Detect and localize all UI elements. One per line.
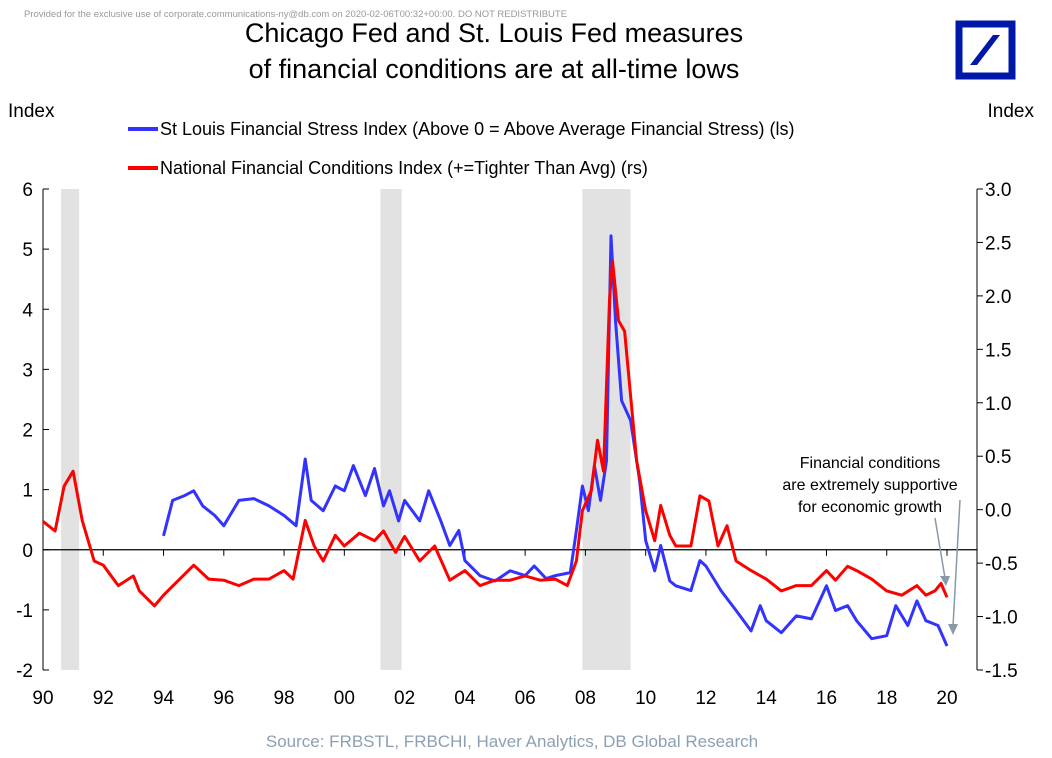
left-tick-label: 3 [22,360,33,381]
source-note: Source: FRBSTL, FRBCHI, Haver Analytics,… [266,732,758,751]
right-tick-label: 2.0 [985,287,1011,308]
x-tick-label: 96 [213,688,234,709]
x-tick-label: 14 [756,688,778,709]
right-tick-label: 1.0 [985,394,1011,415]
left-tick-label: 0 [22,541,33,562]
x-tick-label: 08 [575,688,596,709]
x-tick-label: 92 [93,688,114,709]
annotation-arrow-nfci [934,517,946,579]
series-line-nfci [42,259,949,608]
legend-label-nfci: National Financial Conditions Index (+=T… [160,158,648,178]
legend-label-stlfsi: St Louis Financial Stress Index (Above 0… [160,119,794,139]
x-tick-label: 18 [876,688,897,709]
annotation-line-3: for economic growth [798,499,942,516]
annotation-line-2: are extremely supportive [782,477,957,494]
left-tick-label: 2 [22,421,33,442]
x-tick-label: 06 [515,688,536,709]
annotation-line-1: Financial conditions [800,455,941,472]
annotation: Financial conditions are extremely suppo… [782,455,961,635]
right-tick-label: 0.5 [985,447,1011,468]
watermark: Provided for the exclusive use of corpor… [24,9,567,20]
right-tick-label: 3.0 [985,180,1011,201]
x-tick-label: 94 [153,688,175,709]
x-tick-label: 00 [334,688,355,709]
right-tick-label: 2.5 [985,233,1011,254]
x-tick-label: 02 [394,688,415,709]
right-tick-label: 0.0 [985,501,1011,522]
x-tick-label: 12 [695,688,716,709]
recession-band [61,189,80,670]
legend: St Louis Financial Stress Index (Above 0… [128,119,794,178]
right-axis-label: Index [988,101,1035,122]
annotation-arrow-stlfsi [952,499,961,627]
chart-title-line-1: Chicago Fed and St. Louis Fed measures [245,18,743,48]
left-axis-label: Index [8,101,55,122]
x-tick-label: 20 [936,688,957,709]
left-tick-label: -2 [16,661,33,682]
x-tick-label: 10 [635,688,656,709]
chart-title-line-2: of financial conditions are at all-time … [249,54,740,84]
series-line-stlfsi [162,234,949,647]
right-tick-label: 1.5 [985,340,1011,361]
left-tick-label: 1 [22,481,33,502]
x-tick-label: 04 [454,688,476,709]
left-tick-label: 6 [22,180,33,201]
x-tick-label: 98 [273,688,294,709]
db-logo [955,20,1016,80]
right-tick-label: -1.0 [985,608,1018,629]
left-tick-label: -1 [16,601,33,622]
right-tick-label: -0.5 [985,554,1018,575]
recession-band [380,189,402,670]
axes: -2-10123456-1.5-1.0-0.50.00.51.01.52.02.… [16,180,1018,709]
right-tick-label: -1.5 [985,661,1018,682]
left-tick-label: 4 [22,300,33,321]
x-tick-label: 16 [816,688,837,709]
series-lines [42,234,949,647]
x-tick-label: 90 [32,688,53,709]
left-tick-label: 5 [22,240,33,261]
